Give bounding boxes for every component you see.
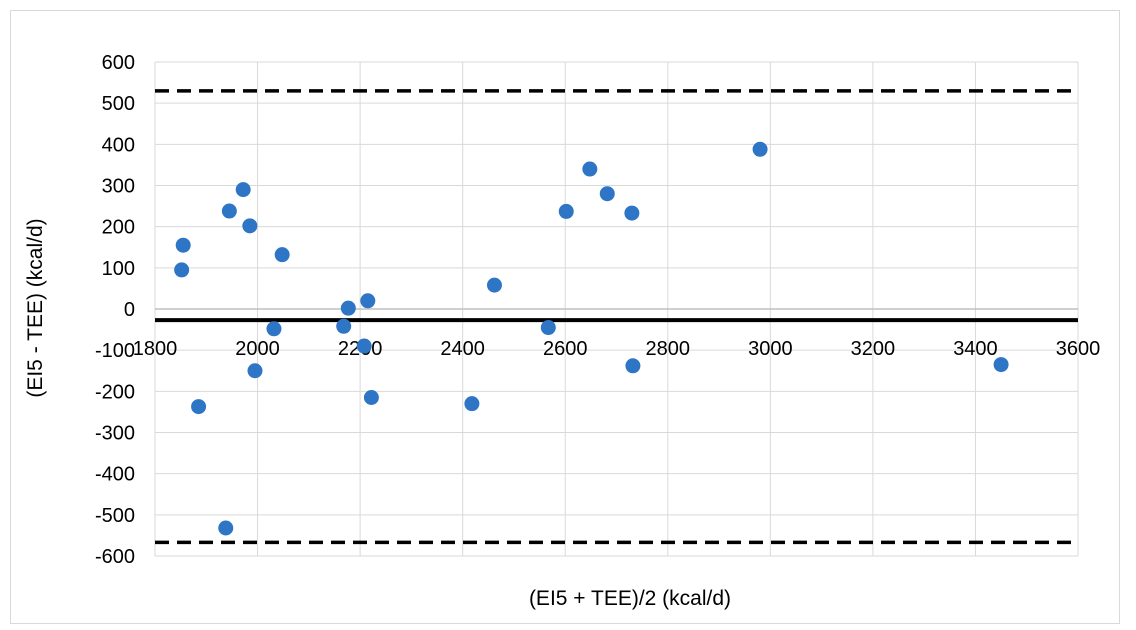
- data-point: [540, 320, 556, 336]
- chart-frame: [10, 10, 1120, 624]
- y-tick-label: -500: [95, 505, 135, 527]
- y-tick-label: 400: [102, 134, 135, 156]
- data-point: [242, 218, 258, 234]
- data-point: [340, 300, 356, 316]
- x-tick-label: 3000: [748, 338, 793, 360]
- y-tick-label: -200: [95, 381, 135, 403]
- x-axis-title: (EI5 + TEE)/2 (kcal/d): [529, 587, 731, 610]
- data-points: [174, 141, 1009, 536]
- data-point: [175, 237, 191, 253]
- data-point: [336, 318, 352, 334]
- data-point: [486, 277, 502, 293]
- x-tick-label: 1800: [133, 338, 178, 360]
- x-tick-label: 3200: [851, 338, 896, 360]
- y-tick-label: 600: [102, 52, 135, 74]
- data-point: [221, 203, 237, 219]
- reference-lines: [155, 89, 1078, 545]
- data-point: [356, 338, 372, 354]
- x-tick-label: 3600: [1056, 338, 1101, 360]
- y-tick-label: -400: [95, 464, 135, 486]
- y-tick-label: 300: [102, 176, 135, 198]
- y-tick-labels: 600 500 400 300 200 100 0 -100 -200 -300 -400 -500 -…: [95, 52, 135, 568]
- data-point: [993, 357, 1009, 373]
- x-tick-label: 2800: [646, 338, 691, 360]
- y-tick-label: 0: [124, 299, 135, 321]
- data-point: [266, 321, 282, 337]
- y-tick-label: 100: [102, 258, 135, 280]
- y-tick-label: -600: [95, 546, 135, 568]
- y-tick-label: -100: [95, 340, 135, 362]
- data-point: [360, 293, 376, 309]
- data-point: [624, 205, 640, 221]
- y-tick-label: -300: [95, 423, 135, 445]
- x-tick-label: 3400: [953, 338, 998, 360]
- y-axis-title: (EI5 - TEE) (kcal/d): [24, 218, 47, 397]
- data-point: [752, 141, 768, 157]
- data-point: [235, 182, 251, 198]
- data-point: [274, 247, 290, 263]
- y-tick-label: 500: [102, 93, 135, 115]
- data-point: [363, 390, 379, 406]
- x-tick-label: 2400: [440, 338, 485, 360]
- data-point: [558, 203, 574, 219]
- x-tick-label: 2000: [235, 338, 280, 360]
- data-point: [599, 186, 615, 202]
- data-point: [625, 358, 641, 374]
- data-point: [582, 161, 598, 177]
- data-point: [247, 363, 263, 379]
- data-point: [218, 520, 234, 536]
- data-point: [191, 399, 207, 415]
- x-tick-label: 2600: [543, 338, 588, 360]
- data-point: [174, 262, 190, 278]
- x-tick-labels: 1800200022002400260028003000320034003600: [133, 338, 1101, 360]
- data-point: [464, 396, 480, 412]
- y-tick-label: 200: [102, 217, 135, 239]
